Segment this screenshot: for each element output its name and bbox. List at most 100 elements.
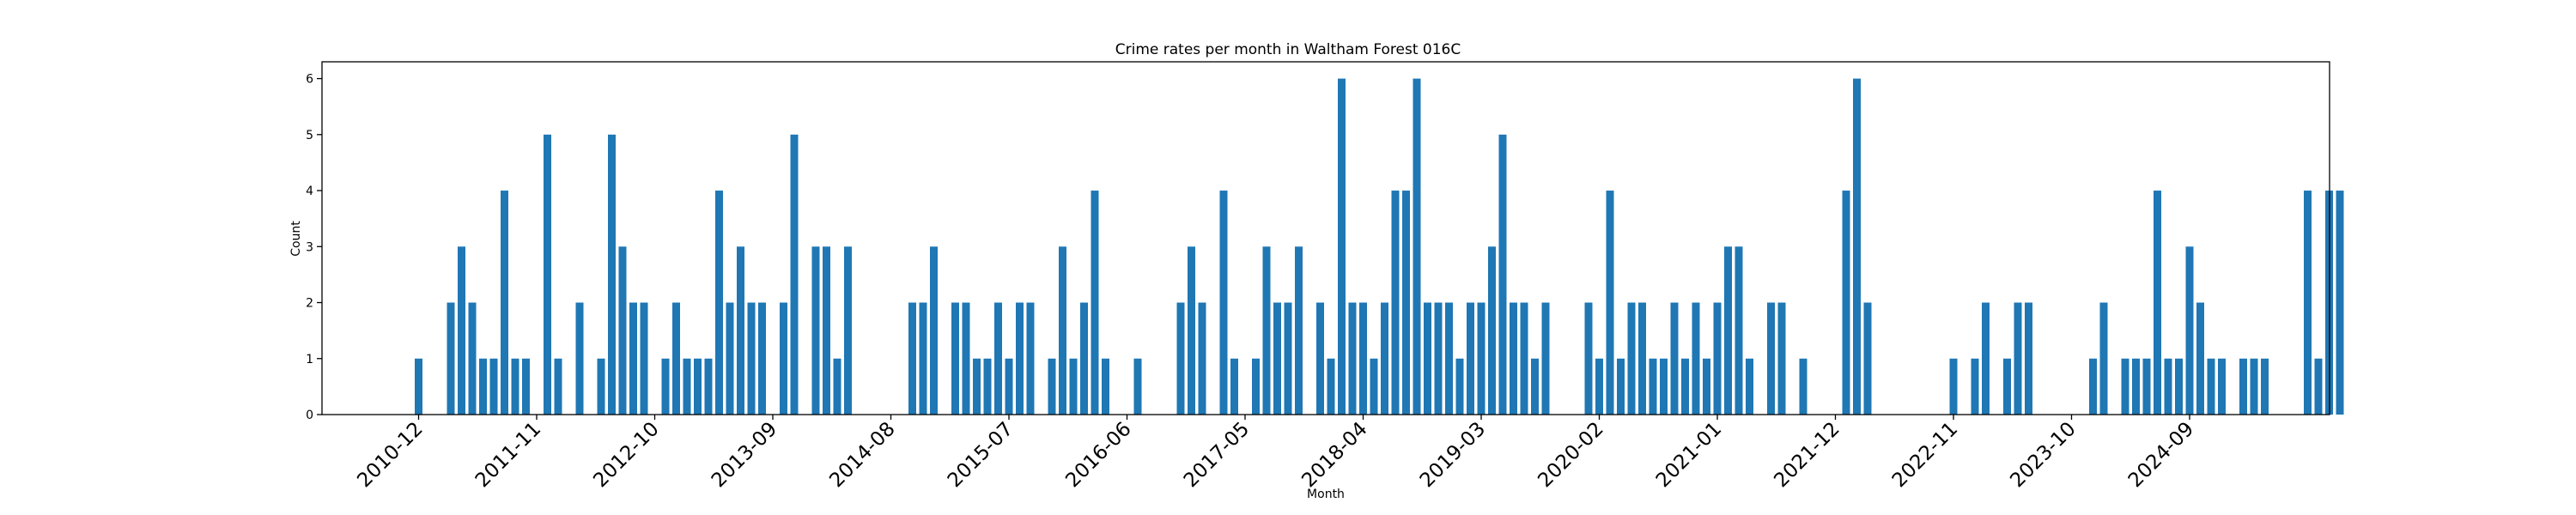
bar xyxy=(1252,358,1260,415)
bar xyxy=(844,246,852,415)
x-tick-label: 2011-11 xyxy=(471,418,545,492)
bar xyxy=(1681,358,1689,415)
bar xyxy=(1660,358,1668,415)
bar xyxy=(1005,358,1013,415)
bar xyxy=(1692,302,1700,415)
bar xyxy=(597,358,605,415)
bar xyxy=(951,302,959,415)
y-tick-label: 3 xyxy=(306,240,313,254)
bar xyxy=(468,302,477,415)
bar xyxy=(1391,191,1400,415)
bar xyxy=(1434,302,1443,415)
x-tick-label: 2016-06 xyxy=(1061,418,1135,492)
bar xyxy=(1016,302,1024,415)
y-tick-label: 2 xyxy=(306,297,313,311)
bar xyxy=(737,246,744,415)
bar xyxy=(983,358,992,415)
bar xyxy=(489,358,498,415)
bar xyxy=(640,302,648,415)
y-tick-label: 4 xyxy=(306,185,313,198)
x-tick-label: 2018-04 xyxy=(1297,418,1371,492)
bar xyxy=(458,246,465,415)
y-axis-label: Count xyxy=(289,221,303,257)
bar xyxy=(973,358,981,415)
bar xyxy=(1649,358,1657,415)
bar xyxy=(747,302,756,415)
bar xyxy=(1971,358,1979,415)
bar xyxy=(1982,302,1990,415)
bar xyxy=(1617,358,1625,415)
bar xyxy=(1703,358,1710,415)
bar xyxy=(554,358,562,415)
y-tick-label: 1 xyxy=(306,353,313,367)
bar xyxy=(1402,191,1410,415)
y-tick-label: 6 xyxy=(306,73,313,87)
x-tick-label: 2024-09 xyxy=(2124,418,2198,492)
bar xyxy=(2250,358,2258,415)
bar xyxy=(2089,358,2097,415)
bar xyxy=(2154,191,2161,415)
bar xyxy=(1273,302,1281,415)
bar xyxy=(629,302,637,415)
x-axis-label: Month xyxy=(1307,488,1345,501)
bar xyxy=(2164,358,2172,415)
bar xyxy=(1370,358,1378,415)
x-tick-label: 2019-03 xyxy=(1416,418,1490,492)
bar xyxy=(1724,246,1732,415)
bar xyxy=(2014,302,2022,415)
plot-frame xyxy=(321,61,2330,415)
bar xyxy=(415,358,422,415)
x-tick-label: 2013-09 xyxy=(708,418,781,492)
bar xyxy=(618,246,627,415)
bar xyxy=(1584,302,1593,415)
bar xyxy=(1541,302,1550,415)
x-tick-label: 2020-02 xyxy=(1534,418,1607,492)
bar xyxy=(2261,358,2269,415)
bar xyxy=(694,358,702,415)
x-tick-label: 2021-12 xyxy=(1770,418,1844,492)
y-tick-label: 0 xyxy=(306,409,313,422)
bar xyxy=(930,246,938,415)
x-tick-label: 2017-05 xyxy=(1180,418,1254,492)
bar xyxy=(511,358,519,415)
bar xyxy=(1735,246,1743,415)
bar xyxy=(1713,302,1722,415)
bar xyxy=(1445,302,1453,415)
bar xyxy=(1198,302,1206,415)
bar xyxy=(1670,302,1679,415)
bar xyxy=(1595,358,1603,415)
bar xyxy=(2207,358,2215,415)
bar xyxy=(1026,302,1035,415)
bar xyxy=(2175,358,2183,415)
bar xyxy=(1746,358,1753,415)
bar xyxy=(2196,302,2204,415)
bar xyxy=(811,246,820,415)
bar xyxy=(1348,302,1357,415)
bar xyxy=(1316,302,1324,415)
bar xyxy=(962,302,970,415)
bar xyxy=(1799,358,1807,415)
bar xyxy=(683,358,691,415)
x-tick-label: 2010-12 xyxy=(353,418,427,492)
bar xyxy=(1853,78,1861,415)
bar xyxy=(544,134,551,415)
bar xyxy=(2132,358,2140,415)
bar xyxy=(2003,358,2011,415)
bar xyxy=(1467,302,1474,415)
bar xyxy=(919,302,927,415)
bar xyxy=(1080,302,1088,415)
bar xyxy=(1424,302,1431,415)
bar xyxy=(2336,191,2344,415)
bar xyxy=(1531,358,1539,415)
bar xyxy=(1327,358,1335,415)
bar xyxy=(661,358,670,415)
bar xyxy=(2314,358,2323,415)
y-axis: 0 1 2 3 4 5 6 xyxy=(306,73,322,422)
bar xyxy=(2142,358,2151,415)
bar xyxy=(2025,302,2032,415)
bar xyxy=(833,358,841,415)
bar xyxy=(1498,134,1507,415)
bar xyxy=(1510,302,1517,415)
bar xyxy=(1359,302,1367,415)
y-tick-label: 5 xyxy=(306,129,313,142)
